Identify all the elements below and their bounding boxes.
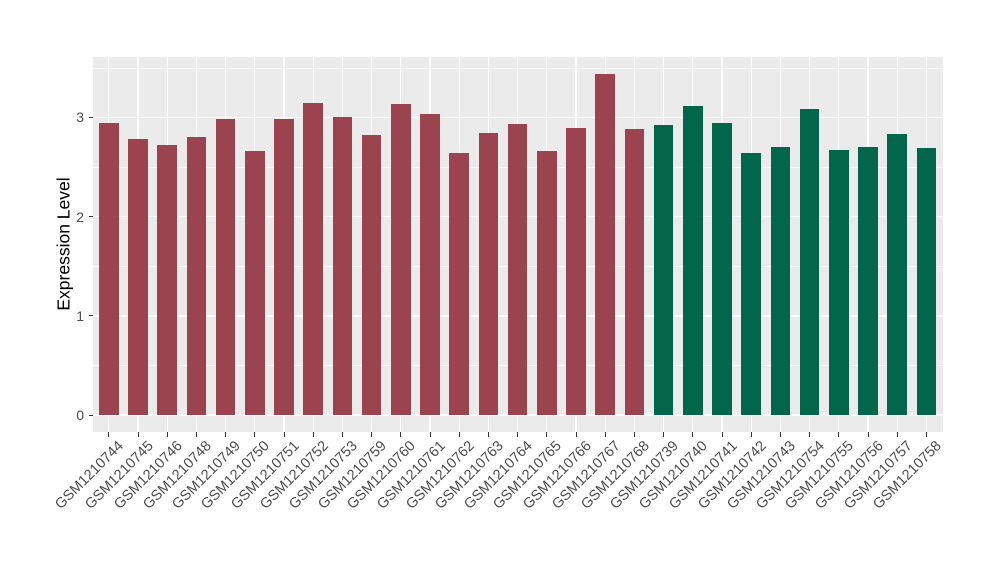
x-tick-label: GSM1210768 [578, 438, 653, 513]
bar [595, 73, 615, 415]
x-tick-mark [838, 432, 840, 437]
x-tick-label: GSM1210743 [724, 438, 799, 513]
bar [683, 106, 703, 415]
bar [303, 102, 323, 415]
x-tick-mark [925, 432, 927, 437]
x-tick-label: GSM1210754 [753, 438, 828, 513]
bar [478, 133, 499, 415]
x-tick-mark [867, 432, 869, 437]
bar [858, 147, 878, 415]
bar [157, 145, 177, 415]
x-tick-label: GSM1210749 [169, 438, 244, 513]
x-tick-mark [896, 432, 898, 437]
x-tick-mark [546, 432, 548, 437]
x-tick-label: GSM1210766 [519, 438, 595, 513]
y-tick-label: 3 [76, 109, 84, 126]
x-tick-label: GSM1210757 [840, 438, 916, 513]
x-tick-mark [195, 432, 197, 437]
x-tick-label: GSM1210752 [256, 438, 332, 513]
x-tick-label: GSM1210741 [665, 438, 741, 513]
x-tick-mark [663, 432, 665, 437]
x-tick-label: GSM1210748 [140, 438, 215, 513]
x-tick-mark [137, 432, 139, 437]
bar [332, 117, 353, 415]
x-tick-mark [166, 432, 168, 437]
bar [537, 151, 557, 415]
bar [770, 147, 791, 415]
x-tick-mark [604, 432, 606, 437]
x-tick-mark [750, 432, 752, 437]
x-tick-mark [283, 432, 285, 437]
bar [799, 109, 820, 415]
x-tick-label: GSM1210755 [782, 438, 858, 513]
bar [215, 119, 236, 415]
x-tick-label: GSM1210756 [811, 438, 887, 513]
x-tick-mark [225, 432, 227, 437]
x-tick-label: GSM1210765 [490, 438, 566, 513]
x-tick-mark [400, 432, 402, 437]
bar [507, 124, 528, 415]
x-tick-label: GSM1210740 [636, 438, 712, 513]
x-tick-mark [692, 432, 694, 437]
x-tick-label: GSM1210758 [870, 438, 945, 513]
x-tick-label: GSM1210763 [432, 438, 507, 513]
plot-panel [93, 57, 943, 432]
bar [420, 114, 440, 415]
x-tick-mark [633, 432, 635, 437]
y-tick-label: 0 [76, 407, 84, 423]
bar [712, 123, 732, 415]
x-tick-mark [458, 432, 460, 437]
bar [449, 153, 469, 415]
x-tick-mark [254, 432, 256, 437]
x-tick-mark [341, 432, 343, 437]
bar [186, 137, 207, 415]
x-tick-mark [779, 432, 781, 437]
x-tick-label: GSM1210753 [286, 438, 361, 513]
x-tick-label: GSM1210750 [198, 438, 274, 513]
x-tick-mark [312, 432, 314, 437]
x-tick-mark [721, 432, 723, 437]
x-tick-label: GSM1210767 [548, 438, 624, 513]
bar [741, 153, 761, 415]
x-tick-label: GSM1210745 [81, 438, 157, 513]
x-tick-label: GSM1210739 [607, 438, 682, 513]
y-axis-title: Expression Level [53, 177, 74, 311]
x-tick-mark [487, 432, 489, 437]
bar [391, 103, 411, 415]
x-tick-mark [108, 432, 110, 437]
bar [274, 119, 294, 415]
x-tick-mark [575, 432, 577, 437]
x-tick-label: GSM1210762 [402, 438, 478, 513]
bar [99, 123, 119, 415]
bar [624, 129, 645, 415]
x-tick-mark [517, 432, 519, 437]
x-tick-label: GSM1210761 [373, 438, 449, 513]
x-tick-label: GSM1210751 [227, 438, 303, 513]
x-tick-label: GSM1210744 [52, 438, 128, 513]
x-tick-mark [371, 432, 373, 437]
x-tick-mark [809, 432, 811, 437]
bar [566, 128, 586, 415]
bar [128, 139, 148, 415]
x-tick-label: GSM1210742 [694, 438, 770, 513]
x-tick-mark [429, 432, 431, 437]
x-tick-label: GSM1210764 [461, 438, 536, 513]
x-tick-label: GSM1210760 [344, 438, 420, 513]
bar [916, 148, 937, 415]
x-tick-label: GSM1210746 [110, 438, 186, 513]
bar [829, 150, 849, 415]
bar [245, 151, 265, 415]
x-tick-label: GSM1210759 [315, 438, 390, 513]
bar [653, 125, 674, 415]
bar [361, 135, 382, 415]
bar [887, 134, 907, 415]
